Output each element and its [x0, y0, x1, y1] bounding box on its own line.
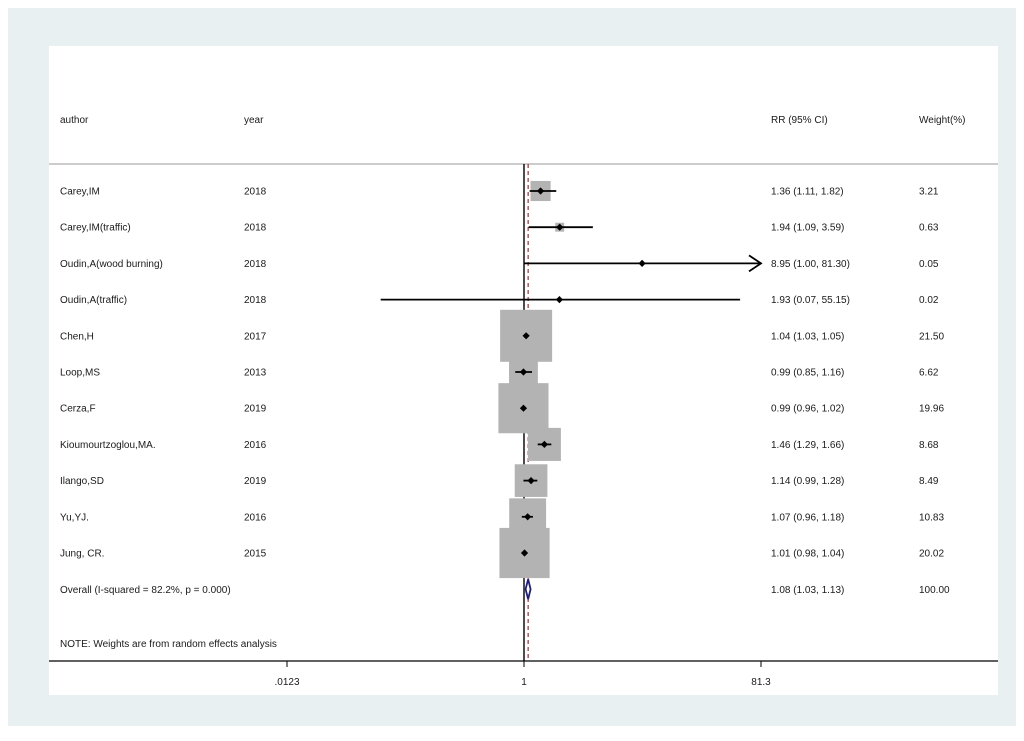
point-estimate: [540, 440, 548, 448]
study-rr: 1.93 (0.07, 55.15): [771, 295, 850, 306]
study-weight: 19.96: [919, 404, 944, 415]
study-rr: 1.07 (0.96, 1.18): [771, 512, 844, 523]
study-year: 2017: [244, 331, 267, 342]
study-year: 2018: [244, 259, 267, 270]
point-estimate: [555, 296, 564, 304]
study-rr: 1.94 (1.09, 3.59): [771, 223, 844, 234]
point-estimate: [520, 549, 529, 557]
x-tick-label: 81.3: [751, 677, 771, 688]
study-author: Oudin,A(wood burning): [60, 259, 163, 270]
overall-label: Overall (I-squared = 82.2%, p = 0.000): [60, 585, 231, 596]
figure-background: author year RR (95% CI) Weight(%) Carey,…: [8, 8, 1016, 726]
study-rr: 1.46 (1.29, 1.66): [771, 440, 844, 451]
study-rr: 1.04 (1.03, 1.05): [771, 331, 844, 342]
header-author: author: [60, 115, 89, 126]
point-estimate: [519, 368, 528, 376]
header-weight: Weight(%): [919, 115, 966, 126]
study-author: Carey,IM(traffic): [60, 223, 131, 234]
overall-diamond: [524, 578, 532, 600]
study-weight: 10.83: [919, 512, 944, 523]
x-tick-label: 1: [521, 677, 527, 688]
study-rr: 0.99 (0.85, 1.16): [771, 368, 844, 379]
point-estimate: [638, 259, 646, 267]
study-author: Kioumourtzoglou,MA.: [60, 440, 156, 451]
study-author: Jung, CR.: [60, 549, 104, 560]
study-weight: 6.62: [919, 368, 939, 379]
overall-rr-label: 1.08 (1.03, 1.13): [771, 585, 844, 596]
study-rr: 8.95 (1.00, 81.30): [771, 259, 850, 270]
study-weight: 21.50: [919, 331, 944, 342]
study-year: 2016: [244, 440, 267, 451]
study-weight: 0.02: [919, 295, 939, 306]
study-weight: 0.05: [919, 259, 939, 270]
footnote: NOTE: Weights are from random effects an…: [60, 639, 277, 650]
study-year: 2018: [244, 187, 267, 198]
study-rr: 0.99 (0.96, 1.02): [771, 404, 844, 415]
study-weight: 8.49: [919, 476, 939, 487]
x-axis-ticks: .0123 1 81.3: [274, 661, 771, 688]
study-author: Oudin,A(traffic): [60, 295, 127, 306]
point-estimate: [519, 404, 528, 412]
study-rr: 1.01 (0.98, 1.04): [771, 549, 844, 560]
study-author: Carey,IM: [60, 187, 100, 198]
confidence-intervals: [380, 187, 763, 557]
point-estimate: [536, 187, 545, 195]
study-year: 2019: [244, 476, 267, 487]
ci-arrow: [748, 254, 763, 273]
plot-panel: author year RR (95% CI) Weight(%) Carey,…: [49, 46, 998, 695]
study-year: 2016: [244, 512, 267, 523]
study-rr: 1.14 (0.99, 1.28): [771, 476, 844, 487]
header-rr: RR (95% CI): [771, 115, 828, 126]
forest-plot: author year RR (95% CI) Weight(%) Carey,…: [49, 115, 998, 688]
header-year: year: [244, 115, 264, 126]
study-year: 2018: [244, 295, 267, 306]
study-labels: Carey,IM 2018 1.36 (1.11, 1.82) 3.21 Carey,I…: [60, 187, 944, 560]
study-year: 2019: [244, 404, 267, 415]
point-estimate: [527, 477, 535, 485]
point-estimate: [556, 223, 564, 231]
x-tick-label: .0123: [274, 677, 299, 688]
study-author: Cerza,F: [60, 404, 96, 415]
point-estimate: [524, 513, 532, 521]
overall-weight-label: 100.00: [919, 585, 950, 596]
study-weight: 20.02: [919, 549, 944, 560]
study-author: Ilango,SD: [60, 476, 104, 487]
study-year: 2013: [244, 368, 267, 379]
study-author: Chen,H: [60, 331, 94, 342]
study-weight: 3.21: [919, 187, 939, 198]
study-author: Loop,MS: [60, 368, 100, 379]
study-author: Yu,YJ.: [60, 512, 89, 523]
point-estimate: [522, 332, 530, 340]
study-weight: 0.63: [919, 223, 939, 234]
study-year: 2015: [244, 549, 267, 560]
study-rr: 1.36 (1.11, 1.82): [771, 187, 844, 198]
study-year: 2018: [244, 223, 267, 234]
study-weight: 8.68: [919, 440, 939, 451]
weight-boxes: [498, 180, 644, 579]
